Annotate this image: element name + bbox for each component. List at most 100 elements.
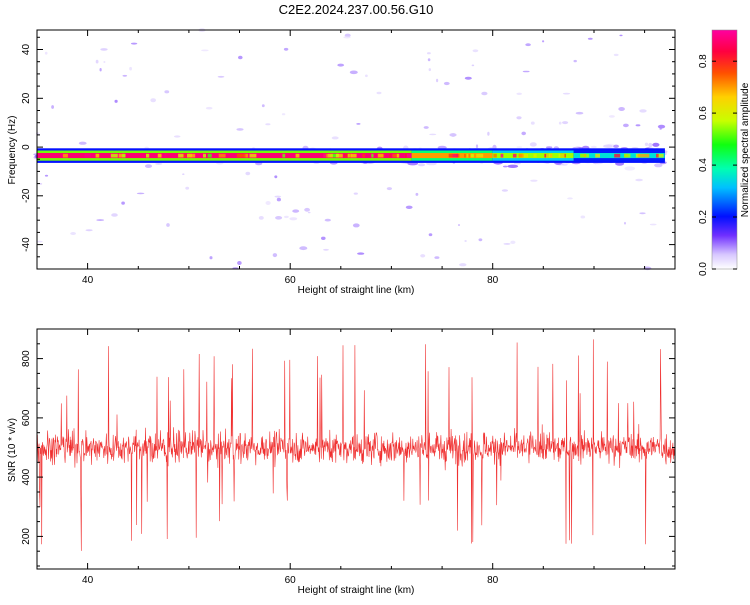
y-tick-label: 800	[21, 350, 32, 367]
spectral-blob	[337, 63, 345, 67]
spectral-blob	[324, 218, 331, 222]
colorbar-label: Normalized spectral amplitude	[740, 82, 750, 217]
spectral-blob	[245, 171, 251, 176]
spectral-blob	[307, 211, 311, 214]
band-fleck	[118, 153, 125, 158]
spectral-blob	[100, 48, 108, 51]
band-fleck	[512, 153, 517, 158]
spectral-blob	[657, 124, 666, 129]
spectral-blob	[209, 256, 213, 260]
spectral-blob	[299, 246, 308, 251]
spectral-blob	[567, 197, 573, 200]
spectral-blob	[560, 163, 568, 166]
colorbar-gradient	[711, 29, 738, 270]
spectral-blob	[129, 66, 133, 71]
spectral-blob	[182, 173, 185, 175]
spectral-blob	[575, 111, 584, 115]
spectral-blob	[356, 123, 361, 125]
spectrogram-x-axis-label: Height of straight line (km)	[298, 285, 415, 296]
spectral-blob	[478, 238, 483, 242]
spectral-blob	[623, 123, 629, 128]
spectrogram-frame	[36, 29, 676, 270]
band-fleck	[362, 153, 365, 158]
spectral-blob	[546, 146, 553, 149]
snr-series-line	[36, 339, 676, 551]
spectral-blob	[331, 136, 339, 140]
spectral-blob	[580, 215, 586, 219]
spectral-blob	[155, 163, 163, 165]
band-fleck	[249, 153, 257, 158]
spectral-blob	[603, 144, 613, 148]
spectral-blob	[542, 40, 545, 43]
snr-x-axis-label: Height of straight line (km)	[298, 585, 415, 596]
spectral-blob	[274, 175, 278, 179]
spectral-blob	[274, 195, 282, 198]
colorbar-ticks: 0.0 0.2 0.4 0.6 0.8	[698, 54, 737, 276]
spectral-blob	[562, 121, 569, 125]
spectral-blob	[639, 212, 646, 215]
y-tick-label: 400	[21, 468, 32, 485]
spectral-blob	[237, 261, 242, 265]
spectral-blob	[36, 240, 43, 243]
band-fleck	[178, 153, 184, 158]
band-fleck	[470, 153, 474, 158]
spectral-blob	[420, 254, 426, 258]
spectral-blob	[78, 141, 87, 145]
band-fleck	[657, 153, 664, 158]
band-fleck	[558, 153, 565, 158]
colorbar-tick-label: 0.8	[698, 54, 709, 68]
spectral-blob	[111, 213, 118, 217]
spectral-blob	[428, 233, 433, 237]
band-fleck	[218, 153, 226, 158]
spectral-blob	[516, 92, 522, 96]
band-fleck	[282, 153, 286, 158]
spectral-blob	[353, 192, 358, 195]
spectral-blob	[95, 59, 99, 64]
band-fleck	[183, 153, 187, 158]
spectral-blob	[349, 70, 358, 75]
band-fleck	[546, 153, 550, 158]
colorbar-tick-label: 0.2	[698, 210, 709, 224]
x-tick-label: 60	[285, 575, 297, 586]
band-fleck	[493, 153, 497, 158]
band-fleck	[519, 153, 524, 158]
spectral-blob	[513, 162, 521, 165]
spectral-blob	[443, 81, 450, 86]
spectral-blob	[624, 166, 636, 171]
band-fleck	[406, 153, 411, 158]
spectral-blob	[501, 189, 508, 192]
band-fleck	[188, 153, 196, 158]
band-fleck	[624, 153, 631, 158]
spectral-blob	[522, 70, 530, 73]
band-fleck	[614, 153, 621, 158]
band-fleck	[336, 153, 343, 158]
spectral-blob	[530, 121, 535, 125]
spectral-blob	[217, 75, 225, 78]
spectral-blob	[436, 78, 439, 83]
spectral-blob	[618, 107, 625, 111]
band-fleck	[240, 153, 246, 158]
spectral-blob	[130, 42, 138, 45]
band-fleck	[62, 153, 68, 158]
band-fleck	[448, 153, 453, 158]
spectral-blob	[185, 186, 190, 190]
spectral-blob	[613, 53, 619, 57]
colorbar-tick-label: 0.0	[698, 262, 709, 276]
spectral-blob	[276, 197, 281, 202]
spectral-blob	[39, 183, 43, 185]
spectral-blob	[459, 263, 467, 267]
spectral-blob	[503, 165, 508, 168]
spectral-blob	[587, 37, 593, 40]
spectral-blob	[272, 253, 278, 258]
band-segment-core	[492, 153, 574, 159]
spectral-blob	[525, 43, 531, 47]
band-fleck	[500, 153, 504, 158]
y-tick-label: 40	[21, 44, 32, 56]
spectral-blob	[415, 192, 419, 196]
spectral-blob	[472, 49, 479, 53]
colorbar: 0.0 0.2 0.4 0.6 0.8 Normalized spectral ampl…	[698, 29, 750, 276]
band-fleck	[656, 153, 659, 158]
spectral-blob	[352, 223, 360, 228]
spectral-blob	[562, 92, 571, 95]
